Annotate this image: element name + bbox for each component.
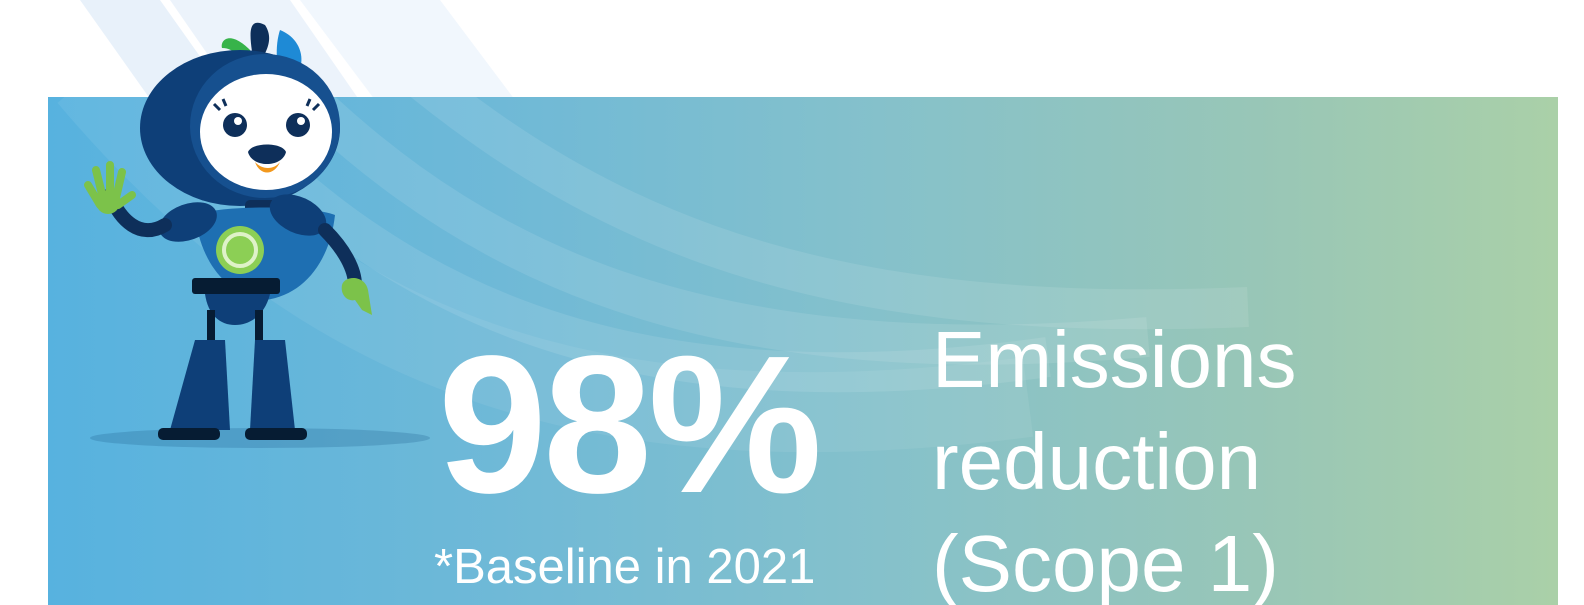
robot-mascot-icon — [84, 22, 430, 448]
reduction-percentage: 98% — [438, 315, 822, 534]
stat-label: Emissions reduction (Scope 1) — [932, 309, 1297, 605]
stat-label-line3: (Scope 1) — [932, 519, 1279, 605]
stat-label-line1: Emissions — [932, 315, 1297, 404]
baseline-footnote: *Baseline in 2021 — [434, 540, 816, 594]
stat-label-line2: reduction — [932, 417, 1262, 506]
